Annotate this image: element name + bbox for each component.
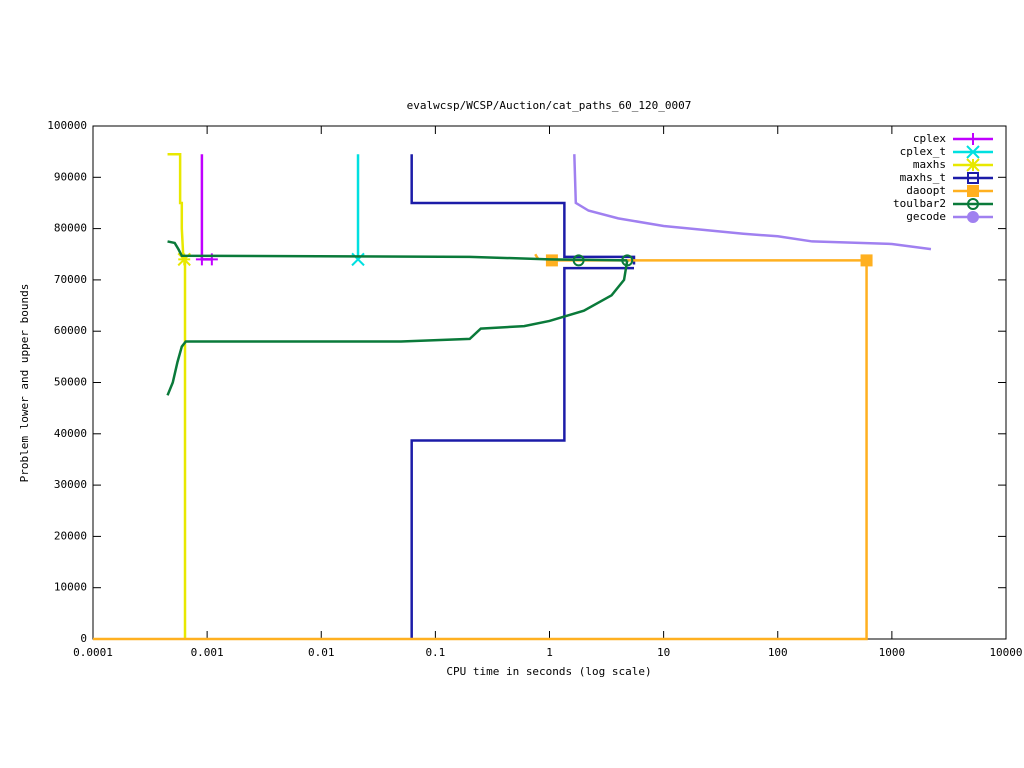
marker [966,158,980,172]
y-axis-label: Problem lower and upper bounds [18,284,31,483]
marker [860,254,873,267]
y-tick-label: 100000 [47,119,87,132]
x-tick-label: 0.01 [308,646,335,659]
y-tick-label: 40000 [54,427,87,440]
x-tick-label: 10000 [989,646,1022,659]
marker [967,185,979,197]
y-tick-label: 0 [80,632,87,645]
y-tick-label: 30000 [54,478,87,491]
series-line [573,154,932,251]
legend-label: maxhs [913,158,946,171]
y-tick-label: 90000 [54,170,87,183]
y-tick-label: 80000 [54,222,87,235]
series-line [93,253,868,641]
series-line [166,240,629,396]
x-tick-label: 100 [768,646,788,659]
y-tick-label: 20000 [54,529,87,542]
x-tick-label: 1 [546,646,553,659]
legend-label: daoopt [906,184,946,197]
chart-title: evalwcsp/WCSP/Auction/cat_paths_60_120_0… [407,99,692,112]
marker [967,211,979,223]
x-tick-label: 1000 [879,646,906,659]
legend-label: toulbar2 [893,197,946,210]
marker [177,252,191,267]
y-tick-label: 50000 [54,376,87,389]
marker [572,254,585,267]
marker [967,133,979,145]
marker [967,198,979,210]
x-tick-label: 0.001 [191,646,224,659]
legend-label: gecode [906,210,946,223]
legend-label: cplex [913,132,946,145]
marker [966,145,980,159]
series-line [410,154,636,639]
series-line [167,152,187,639]
legend-label: maxhs_t [900,171,946,184]
x-tick-label: 10 [657,646,670,659]
legend-label: cplex_t [900,145,946,158]
y-tick-label: 70000 [54,273,87,286]
x-tick-label: 0.0001 [73,646,113,659]
marker [621,254,634,267]
marker [967,172,979,184]
x-tick-label: 0.1 [425,646,445,659]
y-tick-label: 60000 [54,324,87,337]
x-axis-label: CPU time in seconds (log scale) [446,665,651,678]
series-line [200,154,212,261]
y-tick-label: 10000 [54,581,87,594]
